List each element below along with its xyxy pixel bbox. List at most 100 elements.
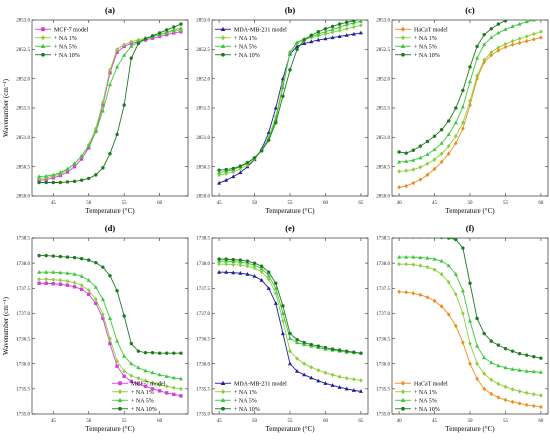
- data-point: [475, 316, 479, 321]
- data-point: [531, 392, 536, 397]
- data-point: [539, 404, 543, 410]
- data-point: [467, 79, 473, 84]
- data-point: [115, 289, 119, 293]
- data-point: [496, 22, 501, 26]
- data-point: [65, 255, 70, 259]
- data-point: [453, 120, 458, 125]
- data-point: [51, 269, 56, 274]
- data-point: [101, 99, 105, 105]
- data-point: [482, 42, 487, 47]
- data-point: [475, 361, 479, 366]
- data-point: [171, 375, 176, 380]
- legend-entry: + NA 5%: [234, 398, 257, 404]
- data-point: [404, 261, 409, 267]
- data-point: [323, 381, 328, 385]
- data-point: [461, 120, 465, 125]
- x-tick-label: 65: [358, 419, 364, 424]
- data-point: [115, 358, 119, 364]
- data-point: [510, 24, 515, 28]
- y-tick-label: 2852.0: [376, 77, 390, 82]
- series-line: [399, 37, 542, 188]
- data-point: [489, 360, 494, 365]
- legend-entry: + NA 5%: [414, 398, 437, 404]
- y-tick-label: 2851.0: [196, 136, 210, 141]
- data-point: [217, 180, 222, 185]
- data-point: [531, 369, 536, 374]
- y-tick-label: 2850.0: [376, 195, 390, 200]
- data-point: [288, 331, 292, 336]
- data-point: [115, 50, 119, 54]
- data-point: [101, 265, 105, 269]
- panel-a: (a) 2850.0 2850.5 2851.0 2851.5 2852.0 2852.5 2…: [2, 5, 189, 215]
- data-point: [302, 340, 306, 345]
- data-point: [274, 281, 278, 285]
- data-point: [489, 377, 494, 383]
- legend-entry: MCF-7 model: [131, 381, 166, 387]
- x-tick-label: 55: [503, 201, 509, 206]
- data-point: [404, 183, 409, 189]
- panel-d: (d) 1735.0 1735.5 1736.0 1736.5 1737.0 1737.5 1…: [2, 223, 189, 433]
- data-point: [72, 255, 77, 260]
- data-point: [44, 180, 48, 185]
- data-point: [164, 384, 169, 389]
- data-point: [58, 278, 63, 283]
- data-point: [129, 379, 133, 384]
- data-point: [281, 82, 285, 87]
- data-point: [44, 173, 49, 178]
- x-tick-label: 50: [252, 419, 258, 424]
- y-tick-label: 2852.5: [196, 48, 210, 53]
- data-point: [259, 269, 264, 274]
- x-tick-label: 45: [432, 201, 438, 206]
- x-tick-label: 60: [157, 201, 163, 206]
- data-point: [503, 20, 508, 23]
- data-point: [87, 176, 91, 181]
- y-tick-label: 1736.0: [376, 362, 390, 367]
- data-point: [101, 166, 105, 170]
- data-point: [157, 382, 162, 388]
- data-point: [79, 274, 84, 278]
- data-point: [503, 365, 508, 370]
- data-point: [108, 67, 112, 73]
- data-point: [136, 365, 141, 370]
- y-tick-label: 2851.5: [16, 107, 30, 112]
- series-1: [37, 277, 183, 392]
- data-point: [157, 389, 162, 393]
- y-tick-label: 1735.0: [196, 413, 210, 418]
- data-point: [280, 85, 285, 89]
- data-point: [359, 23, 363, 28]
- series-3: [217, 257, 363, 355]
- data-point: [345, 349, 349, 353]
- data-point: [238, 258, 243, 262]
- data-point: [309, 33, 313, 37]
- x-tick-label: 50: [468, 419, 474, 424]
- data-point: [65, 283, 70, 287]
- data-point: [539, 393, 543, 398]
- data-point: [404, 159, 409, 163]
- data-point: [418, 177, 423, 182]
- data-point: [400, 26, 406, 32]
- series-3: [37, 22, 183, 185]
- data-point: [101, 103, 105, 107]
- legend-entry: + NA 10%: [54, 53, 80, 59]
- data-point: [44, 281, 48, 285]
- data-point: [482, 331, 486, 336]
- data-point: [259, 264, 264, 268]
- data-point: [496, 30, 501, 35]
- data-point: [178, 376, 183, 381]
- data-point: [411, 238, 415, 239]
- data-point: [425, 264, 430, 270]
- data-point: [221, 406, 225, 411]
- data-point: [273, 105, 278, 110]
- data-point: [439, 304, 444, 309]
- panel-b: (b) 2850.0 2850.5 2851.0 2851.5 2852.0 2852.5 2…: [196, 5, 369, 215]
- data-point: [93, 297, 98, 302]
- panel-c: (c) 2850.0 2850.5 2851.0 2851.5 2852.0 2852.5 2…: [376, 5, 549, 215]
- x-tick-label: 55: [288, 201, 294, 206]
- data-point: [157, 31, 162, 35]
- data-point: [460, 288, 465, 293]
- data-point: [51, 172, 56, 177]
- data-point: [525, 12, 528, 15]
- data-point: [122, 52, 127, 57]
- series-3: [397, 12, 528, 155]
- data-point: [136, 376, 141, 381]
